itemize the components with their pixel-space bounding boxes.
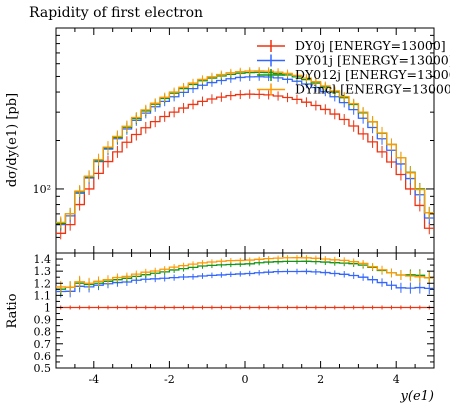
plot-layer [56, 67, 434, 310]
y-tick-label-main: 10² [33, 183, 51, 196]
y-tick-label-ratio: 1.2 [34, 277, 52, 290]
y-tick-label-ratio: 0.6 [34, 350, 52, 363]
legend-entry: DY01j [ENERGY=13000] [257, 53, 450, 68]
legend: DY0j [ENERGY=13000]DY01j [ENERGY=13000]D… [257, 38, 450, 97]
y-tick-label-ratio: 0.8 [34, 326, 52, 339]
tick-layer: -4 -2 0 2 4 10² 0.50.60.70.80.911.11.21.31.4 [33, 28, 435, 386]
legend-label: DY01j [ENERGY=13000] [295, 53, 450, 68]
x-tick-label: 2 [317, 373, 324, 386]
legend-label: DY012j [ENERGY=13000] [295, 67, 450, 82]
x-tick-label: -4 [88, 373, 99, 386]
y-axis-label-main: dσ/dy(e1) [pb] [5, 93, 20, 187]
legend-entry: DY012j [ENERGY=13000] [257, 67, 450, 82]
y-tick-label-ratio: 0.9 [34, 314, 52, 327]
y-tick-label-ratio: 0.7 [34, 338, 52, 351]
series-ratio-1 [56, 268, 434, 298]
series-line-ratio [56, 270, 434, 293]
series-main-3 [56, 67, 434, 229]
y-tick-label-ratio: 1.1 [34, 289, 52, 302]
legend-label: DY0j [ENERGY=13000] [295, 38, 446, 53]
y-axis-label-ratio: Ratio [5, 293, 20, 328]
y-tick-label-ratio: 1.4 [34, 253, 52, 266]
x-axis-label: y(e1) [400, 389, 434, 404]
series-ratio-0 [56, 305, 434, 310]
series-line-main [56, 93, 434, 234]
legend-label: DYincl [ENERGY=13000] [295, 82, 450, 97]
y-tick-label-ratio: 1 [44, 301, 51, 314]
series-line-ratio [56, 257, 434, 288]
series-line-ratio [56, 260, 434, 290]
legend-entry: DYincl [ENERGY=13000] [257, 82, 450, 97]
x-tick-label: -2 [164, 373, 175, 386]
y-tick-label-ratio: 1.3 [34, 265, 52, 278]
x-tick-label: 4 [393, 373, 400, 386]
x-tick-label: 0 [242, 373, 249, 386]
series-ratio-2 [56, 258, 434, 296]
y-tick-label-ratio: 0.5 [34, 362, 52, 375]
series-line-main [56, 70, 434, 224]
chart-title: Rapidity of first electron [29, 5, 203, 21]
series-ratio-3 [56, 255, 434, 294]
series-main-0 [56, 89, 434, 240]
legend-entry: DY0j [ENERGY=13000] [257, 38, 446, 53]
